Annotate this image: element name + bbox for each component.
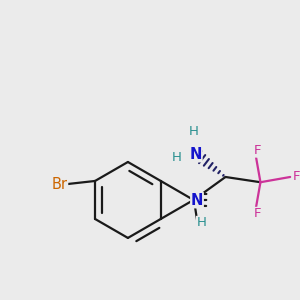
Text: Br: Br xyxy=(52,177,68,192)
Text: H: H xyxy=(189,125,199,138)
Text: H: H xyxy=(196,216,206,230)
Text: N: N xyxy=(191,193,203,208)
Text: N: N xyxy=(190,147,202,162)
Text: F: F xyxy=(254,207,261,220)
Text: F: F xyxy=(254,144,261,157)
Text: F: F xyxy=(292,170,300,184)
Text: H: H xyxy=(172,151,182,164)
